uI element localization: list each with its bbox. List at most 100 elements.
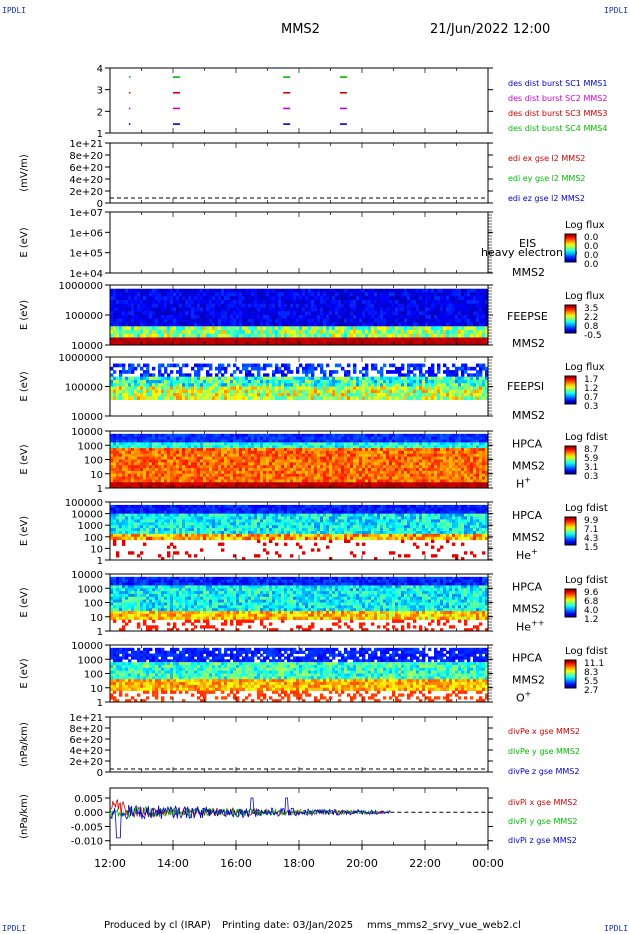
x-tick-label: 14:00 — [157, 857, 189, 870]
species-label: O+ — [516, 690, 531, 705]
y-tick-label: 1000 — [78, 521, 103, 532]
burst-mark — [129, 92, 131, 94]
colorbar-tick: 1.2 — [584, 615, 598, 625]
footer-printing-date: Printing date: 03/Jan/2025 — [222, 920, 353, 931]
y-tick-label: 8e+20 — [69, 724, 103, 735]
burst-mark — [173, 108, 180, 110]
panel-frame — [110, 143, 488, 203]
legend-entry: divPe y gse MMS2 — [508, 747, 580, 756]
sc-label: MMS2 — [512, 266, 545, 279]
y-tick-label: 10000 — [71, 412, 103, 423]
spectrogram-cells — [110, 505, 488, 560]
colorbar-title: Log flux — [565, 220, 605, 231]
sc-label: MMS2 — [512, 337, 545, 350]
y-tick-label: 4e+20 — [69, 175, 103, 186]
minor-ticks — [488, 288, 492, 342]
series-line — [110, 798, 390, 838]
burst-mark — [283, 92, 290, 94]
y-tick-label: 1e+06 — [69, 228, 103, 239]
y-tick-label: 6e+20 — [69, 163, 103, 174]
sc-label: MMS2 — [512, 409, 545, 422]
colorbar-title: Log fdist — [565, 646, 608, 657]
hpca-y-label: E (eV) — [19, 444, 30, 474]
x-tick-label: 16:00 — [220, 857, 252, 870]
y-tick-label: 1000 — [78, 584, 103, 595]
y-tick-label: 10000 — [71, 570, 103, 581]
instrument-label: HPCA — [512, 438, 543, 451]
colorbar-hpca — [565, 446, 576, 474]
y-tick-label: 100 — [84, 456, 103, 467]
x-tick-label: 12:00 — [94, 857, 126, 870]
panel-frame — [110, 68, 488, 133]
y-tick-label: 8e+20 — [69, 151, 103, 162]
colorbar-tick: 2.7 — [584, 686, 598, 696]
species-symbol: He — [516, 549, 531, 562]
divpe-y-label: (nPa/km) — [19, 722, 30, 767]
species-symbol: H — [516, 478, 524, 491]
burst-mark — [283, 123, 290, 125]
instrument-label: HPCA — [512, 652, 543, 665]
y-tick-label: 100 — [84, 599, 103, 610]
minor-ticks — [488, 360, 492, 414]
y-tick-label: 1000 — [78, 441, 103, 452]
legend-burst: des dist burst SC1 MMS1 — [508, 79, 607, 88]
panel-frame — [110, 717, 488, 772]
y-tick-label: 0 — [97, 768, 103, 779]
colorbar-feepse — [565, 305, 576, 333]
colorbar-hpca — [565, 589, 576, 617]
colorbar-tick: 0.0 — [584, 260, 599, 270]
edi-y-label: (mV/m) — [19, 154, 30, 192]
footer-filename: mms_mms2_srvy_vue_web2.cl — [367, 920, 521, 931]
hpca-y-label: E (eV) — [19, 516, 30, 546]
legend-entry: divPe z gse MMS2 — [508, 767, 579, 776]
eis-y-axis: 1e+04 1e+05 1e+06 1e+07 — [69, 208, 493, 280]
legend-entry: edi ex gse l2 MMS2 — [508, 154, 585, 163]
y-tick-label: 0.005 — [74, 794, 103, 805]
colorbar-feepsi — [565, 376, 576, 404]
y-tick-label: 2e+20 — [69, 757, 103, 768]
legend-burst: des dist burst SC2 MMS2 — [508, 94, 607, 103]
feepsi-y-label: E (eV) — [19, 371, 30, 401]
y-tick-label: -0.010 — [71, 837, 103, 848]
plot-canvas: 1234 des dist burst SC1 MMS1 des dist burs… — [0, 0, 630, 934]
minor-ticks — [488, 215, 492, 272]
y-tick-label: 1 — [97, 627, 103, 638]
y-tick-label: 1e+04 — [69, 269, 103, 280]
instrument-label: FEEPSI — [507, 380, 544, 393]
species-symbol: O — [516, 692, 525, 705]
y-tick-label: 1e+07 — [69, 208, 103, 219]
y-tick-label: 1e+05 — [69, 249, 103, 260]
burst-mark — [283, 76, 290, 78]
y-tick-label: 3 — [97, 86, 103, 97]
footer-produced-by: Produced by cl (IRAP) — [104, 920, 211, 931]
y-tick-label: 10000 — [71, 641, 103, 652]
legend-entry: divPe x gse MMS2 — [508, 727, 580, 736]
y-tick-label: 0.000 — [74, 808, 103, 819]
burst-y-axis: 1234 — [97, 64, 493, 140]
colorbar-eis — [565, 234, 576, 262]
burst-mark — [173, 123, 180, 125]
y-tick-label: 100 — [84, 533, 103, 544]
colorbar-title: Log fdist — [565, 575, 608, 586]
y-tick-label: 100000 — [65, 311, 103, 322]
divpi-y-label: (nPa/km) — [19, 794, 30, 839]
overlay-label: heavy electron to — [481, 246, 578, 259]
legend-burst: des dist burst SC3 MMS3 — [508, 109, 607, 118]
spectrogram-cells — [110, 289, 488, 346]
feepse-y-label: E (eV) — [19, 300, 30, 330]
y-tick-label: 10000 — [71, 510, 103, 521]
y-tick-label: 10 — [90, 613, 103, 624]
colorbar-tick: -0.5 — [584, 331, 602, 341]
burst-mark — [340, 76, 347, 78]
spectrogram-cells — [110, 648, 488, 703]
panel-frame — [110, 788, 488, 845]
spectrogram-cells — [110, 434, 488, 489]
colorbar-title: Log fdist — [565, 503, 608, 514]
y-tick-label: -0.005 — [71, 822, 103, 833]
legend-entry: divPi z gse MMS2 — [508, 836, 577, 845]
burst-mark — [283, 108, 290, 110]
colorbar-hpca — [565, 660, 576, 688]
x-tick-label: 22:00 — [409, 857, 441, 870]
hpca-y-label: E (eV) — [19, 658, 30, 688]
